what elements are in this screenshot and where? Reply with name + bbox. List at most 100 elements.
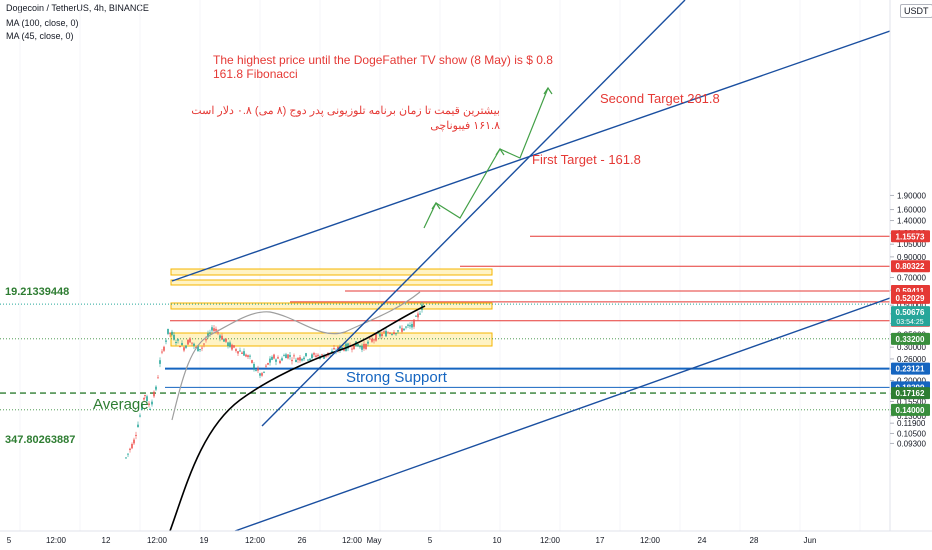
consolidation-zone bbox=[170, 302, 493, 310]
candle-body bbox=[189, 338, 191, 343]
candle-body bbox=[347, 343, 349, 349]
candle-body bbox=[301, 358, 303, 361]
candle-body bbox=[311, 354, 313, 359]
candle-body bbox=[253, 364, 255, 369]
candle-body bbox=[343, 348, 345, 351]
candle-body bbox=[247, 355, 249, 357]
trendlines bbox=[171, 0, 891, 532]
label-second-target: Second Target 261.8 bbox=[600, 91, 720, 106]
candle-body bbox=[173, 334, 175, 340]
candle-body bbox=[133, 439, 135, 444]
candle-body bbox=[213, 328, 215, 331]
price-tag-label: 0.59411 bbox=[896, 287, 925, 296]
candle-body bbox=[151, 401, 153, 405]
candle-body bbox=[179, 346, 181, 348]
ma45-line bbox=[171, 291, 421, 421]
candle-body bbox=[267, 363, 269, 365]
candle-body bbox=[275, 359, 277, 362]
grid-dots bbox=[19, 0, 861, 531]
candle-body bbox=[415, 315, 417, 317]
time-tick-label: May bbox=[366, 536, 381, 545]
candle-body bbox=[191, 342, 193, 344]
candle-body bbox=[381, 334, 383, 337]
ma100-legend[interactable]: MA (100, close, 0) bbox=[6, 18, 79, 28]
candle-body bbox=[148, 403, 150, 406]
price-tick-label: 0.15500 bbox=[897, 397, 926, 406]
candle-body bbox=[243, 351, 245, 356]
candle-body bbox=[251, 360, 253, 363]
candle-body bbox=[223, 339, 225, 342]
candle-body bbox=[245, 354, 247, 357]
consolidation-zone bbox=[170, 332, 493, 347]
candle-body bbox=[385, 330, 387, 337]
candle-body bbox=[203, 343, 205, 345]
consolidation-zone bbox=[170, 268, 493, 276]
trendline-steep bbox=[261, 0, 686, 427]
candle-body bbox=[135, 434, 137, 436]
candle-body bbox=[146, 396, 148, 402]
label-first-target: First Target - 161.8 bbox=[532, 152, 641, 167]
candle-body bbox=[353, 344, 355, 350]
ma45-legend[interactable]: MA (45, close, 0) bbox=[6, 31, 74, 41]
consolidation-zone bbox=[170, 279, 493, 286]
candle-body bbox=[419, 313, 421, 315]
candle-body bbox=[221, 335, 223, 340]
time-tick-label: 12:00 bbox=[245, 536, 266, 545]
time-axis[interactable]: 5 12:00 12 12:00 19 12:00 26 12:00 May 5 10 12:00 17… bbox=[7, 536, 817, 545]
candle-body bbox=[309, 358, 311, 361]
candle-body bbox=[149, 408, 151, 410]
candle-body bbox=[215, 328, 217, 331]
candle-body bbox=[283, 355, 285, 357]
candle-body bbox=[197, 345, 199, 352]
price-tag-label: 0.17162 bbox=[896, 389, 925, 398]
candle-body bbox=[413, 319, 415, 327]
candle-body bbox=[307, 359, 309, 361]
candle-body bbox=[201, 347, 203, 349]
annotation-persian-1: بیشترین قیمت تا زمان برنامه تلوزیونی پدر… bbox=[191, 105, 500, 117]
candle-body bbox=[363, 343, 365, 349]
candle-body bbox=[217, 332, 219, 334]
time-tick-label: 24 bbox=[698, 536, 707, 545]
candle-body bbox=[361, 345, 363, 350]
candle-body bbox=[351, 348, 353, 350]
trendline-upper bbox=[171, 30, 891, 282]
current-price-tag bbox=[891, 306, 930, 327]
candle-body bbox=[219, 335, 221, 338]
currency-badge[interactable]: USDT bbox=[900, 4, 932, 18]
annotation-fibonacci: 161.8 Fibonacci bbox=[213, 67, 298, 81]
candle-body bbox=[273, 354, 275, 359]
price-tick-label: 0.13000 bbox=[897, 412, 926, 421]
candle-body bbox=[287, 354, 289, 359]
candle-body bbox=[357, 343, 359, 347]
candle-body bbox=[391, 333, 393, 335]
candle-body bbox=[181, 342, 183, 346]
price-tick-label: 0.90000 bbox=[897, 253, 926, 262]
candle-body bbox=[371, 338, 373, 342]
annotation-highest-price: The highest price until the DogeFather T… bbox=[213, 53, 553, 67]
candle-body bbox=[377, 332, 379, 334]
price-tag bbox=[891, 291, 930, 304]
price-tick-label: 0.20000 bbox=[897, 376, 926, 385]
candle-body bbox=[359, 345, 361, 348]
candle-body bbox=[265, 365, 267, 367]
candle-body bbox=[209, 332, 211, 334]
candle-body bbox=[393, 332, 395, 335]
candle-body bbox=[193, 343, 195, 346]
candle-body bbox=[279, 360, 281, 364]
price-tag bbox=[891, 332, 930, 345]
time-tick-label: 12 bbox=[102, 536, 111, 545]
time-tick-label: 17 bbox=[596, 536, 605, 545]
candle-body bbox=[369, 338, 371, 340]
candle-body bbox=[141, 403, 143, 410]
candle-body bbox=[313, 353, 315, 355]
candle-body bbox=[399, 326, 401, 328]
candle-body bbox=[375, 333, 377, 341]
candle-body bbox=[159, 360, 161, 364]
price-tick-label: 0.11900 bbox=[897, 419, 926, 428]
candle-body bbox=[411, 323, 413, 328]
projection-arrowhead bbox=[431, 201, 441, 210]
candle-body bbox=[285, 354, 287, 359]
annotation-persian-2: ۱۶۱.۸ فیبوناچی bbox=[430, 120, 500, 132]
candle-body bbox=[211, 327, 213, 331]
